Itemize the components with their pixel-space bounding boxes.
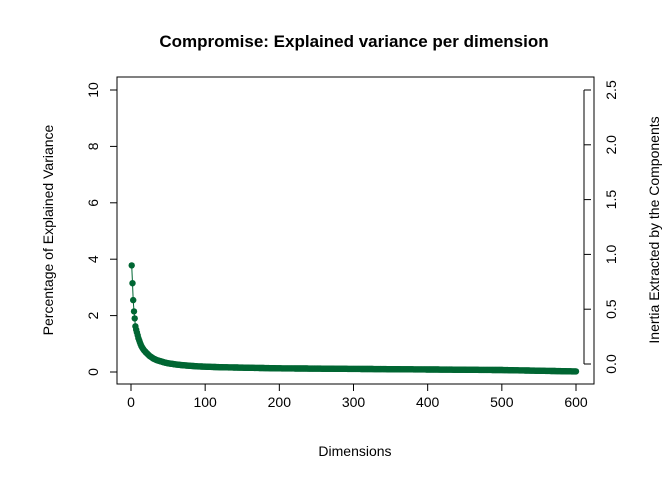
y-tick-label: 6 (85, 199, 101, 207)
y-axis-right: 0.0 0.5 1.0 1.5 2.0 2.5 (583, 80, 619, 374)
data-point (128, 262, 135, 269)
y2-tick-label: 0.5 (603, 299, 619, 319)
x-tick-label: 300 (342, 394, 366, 410)
y-axis-label: Percentage of Explained Variance (40, 124, 56, 335)
x-tick-label: 500 (490, 394, 514, 410)
x-tick-label: 0 (127, 394, 135, 410)
y2-axis-label: Inertia Extracted by the Components (646, 116, 662, 343)
y-tick-label: 2 (85, 311, 101, 319)
y2-tick-label: 2.5 (603, 80, 619, 100)
x-axis-label: Dimensions (318, 443, 391, 459)
y-tick-label: 4 (85, 255, 101, 263)
data-point (131, 315, 138, 322)
y2-tick-label: 0.0 (603, 354, 619, 374)
series-group (128, 262, 580, 375)
x-tick-label: 400 (416, 394, 440, 410)
x-axis: 0 100 200 300 400 500 600 (127, 383, 588, 410)
x-tick-label: 200 (268, 394, 292, 410)
y-axis-left: 0 2 4 6 8 10 (85, 82, 118, 376)
data-point (130, 296, 137, 304)
y2-tick-label: 1.5 (603, 190, 619, 210)
data-point (129, 280, 136, 287)
x-tick-label: 100 (193, 394, 217, 410)
x-tick-label: 600 (564, 394, 588, 410)
chart-title: Compromise: Explained variance per dimen… (159, 32, 548, 51)
y-tick-label: 8 (85, 142, 101, 150)
y-tick-label: 0 (85, 368, 101, 376)
y2-tick-label: 1.0 (603, 244, 619, 264)
y2-tick-label: 2.0 (603, 135, 619, 155)
y-tick-label: 10 (85, 82, 101, 98)
plot-box (116, 76, 595, 385)
data-point (130, 308, 138, 315)
series-line (131, 265, 576, 372)
data-point (572, 368, 580, 375)
